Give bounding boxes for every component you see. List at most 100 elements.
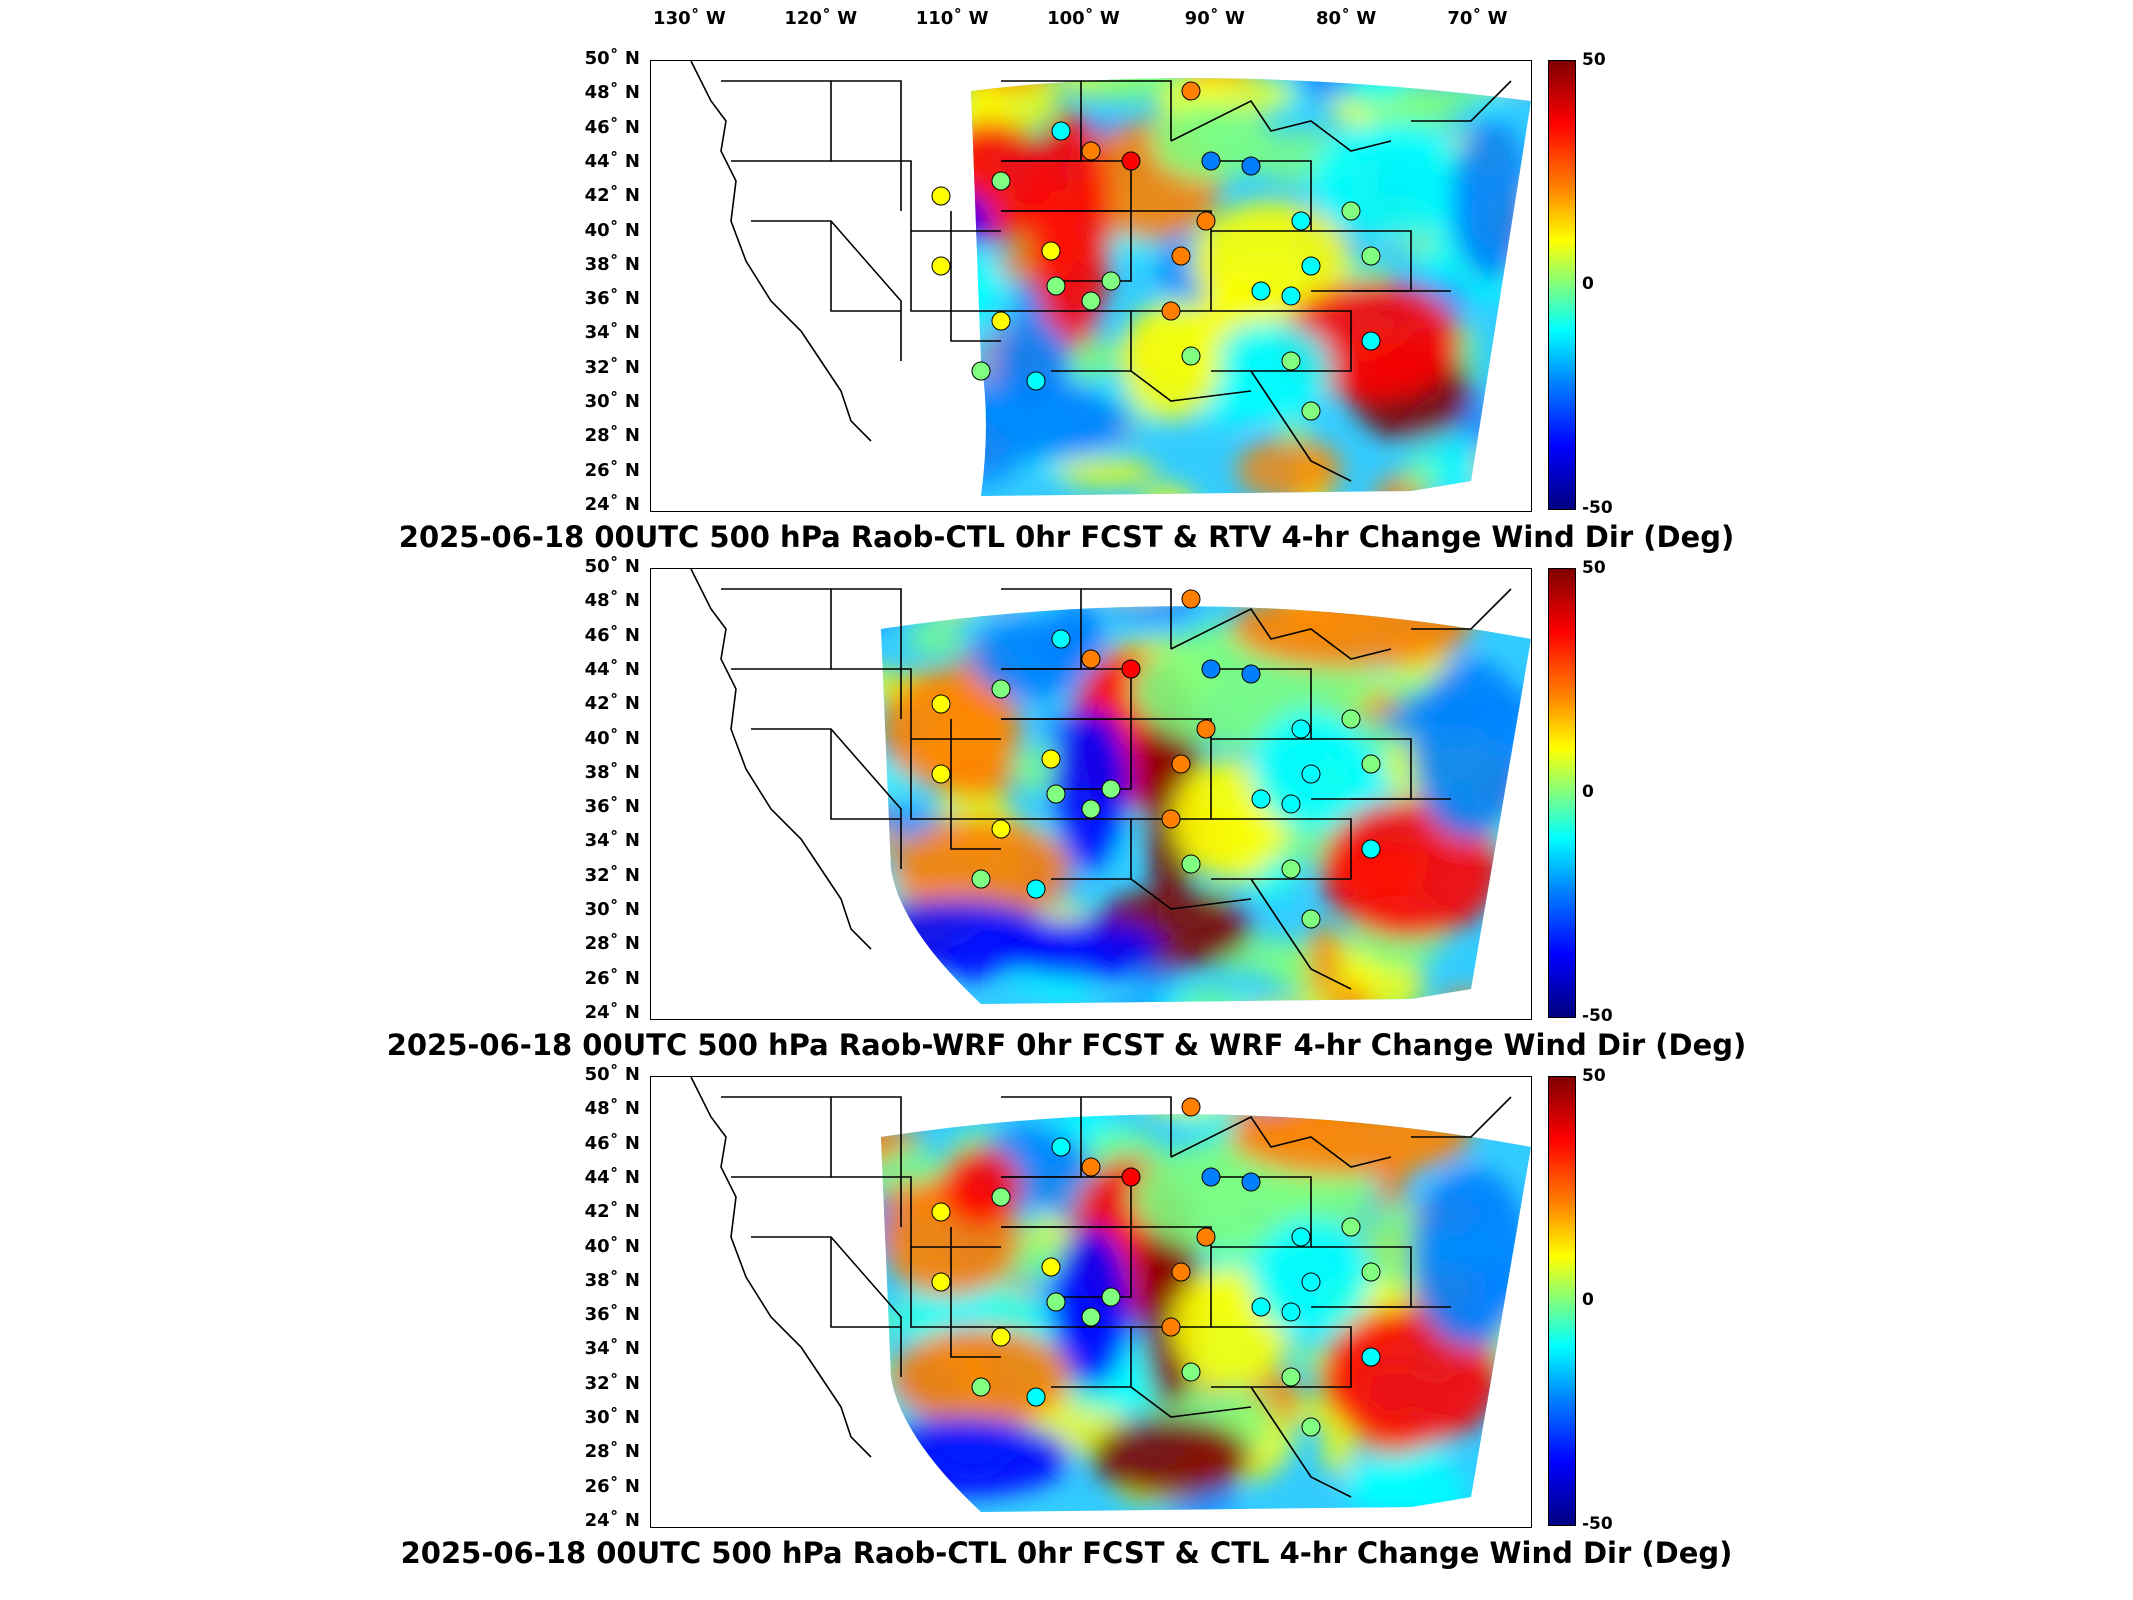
raob-station-marker <box>931 764 951 784</box>
map-canvas <box>690 1077 1531 1512</box>
raob-station-marker <box>1161 809 1181 829</box>
raob-station-marker <box>1041 241 1061 261</box>
raob-station-marker <box>1181 1097 1201 1117</box>
colorbar-mid-label: 0 <box>1582 782 1594 802</box>
raob-station-marker <box>1361 1262 1381 1282</box>
longitude-tick-label: 90˚ W <box>1184 8 1245 29</box>
raob-station-marker <box>931 256 951 276</box>
wind-direction-map <box>650 60 1532 512</box>
raob-station-marker <box>1026 371 1046 391</box>
latitude-tick-label: 34˚ N <box>584 830 640 852</box>
raob-station-marker <box>991 171 1011 191</box>
latitude-tick-label: 32˚ N <box>584 356 640 378</box>
latitude-tick-label: 34˚ N <box>584 322 640 344</box>
raob-station-marker <box>1341 709 1361 729</box>
raob-station-marker <box>1241 1172 1261 1192</box>
latitude-tick-label: 24˚ N <box>584 494 640 515</box>
longitude-tick-label: 100˚ W <box>1047 8 1120 29</box>
raob-station-marker <box>1051 1137 1071 1157</box>
raob-station-marker <box>1196 719 1216 739</box>
raob-station-marker <box>1281 859 1301 879</box>
raob-station-marker <box>1101 271 1121 291</box>
raob-station-marker <box>1121 1167 1141 1187</box>
raob-station-marker <box>1241 664 1261 684</box>
raob-station-marker <box>1291 719 1311 739</box>
latitude-tick-label: 28˚ N <box>584 933 640 955</box>
latitude-tick-label: 36˚ N <box>584 796 640 818</box>
raob-station-marker <box>1161 301 1181 321</box>
latitude-tick-label: 48˚ N <box>584 1098 640 1120</box>
wind-direction-field <box>881 606 1531 1004</box>
latitude-tick-label: 48˚ N <box>584 82 640 104</box>
raob-station-marker <box>1046 1292 1066 1312</box>
raob-station-marker <box>1281 286 1301 306</box>
latitude-tick-label: 46˚ N <box>584 1132 640 1154</box>
colorbar-min-label: -50 <box>1582 498 1613 518</box>
colorbar-max-label: 50 <box>1582 558 1606 578</box>
raob-station-marker <box>1281 1367 1301 1387</box>
raob-station-marker <box>1051 121 1071 141</box>
raob-station-marker <box>1361 839 1381 859</box>
map-canvas <box>690 61 1531 497</box>
raob-station-marker <box>1171 246 1191 266</box>
raob-station-marker <box>1301 909 1321 929</box>
latitude-tick-label: 38˚ N <box>584 253 640 275</box>
colorbar <box>1548 568 1576 1018</box>
colorbar-mid-label: 0 <box>1582 274 1594 294</box>
raob-station-marker <box>1181 346 1201 366</box>
raob-station-marker <box>1201 151 1221 171</box>
longitude-tick-label: 120˚ W <box>784 8 858 29</box>
latitude-tick-label: 30˚ N <box>584 899 640 921</box>
colorbar-min-label: -50 <box>1582 1514 1613 1534</box>
raob-station-marker <box>1361 1347 1381 1367</box>
latitude-tick-label: 32˚ N <box>584 864 640 886</box>
raob-station-marker <box>1081 799 1101 819</box>
latitude-tick-label: 40˚ N <box>584 1235 640 1257</box>
latitude-tick-label: 26˚ N <box>584 459 640 481</box>
latitude-tick-label: 28˚ N <box>584 425 640 447</box>
latitude-tick-label: 40˚ N <box>584 727 640 749</box>
raob-station-marker <box>1171 1262 1191 1282</box>
raob-station-marker <box>1301 1417 1321 1437</box>
latitude-tick-label: 42˚ N <box>584 693 640 715</box>
latitude-tick-label: 34˚ N <box>584 1338 640 1360</box>
raob-station-marker <box>1121 151 1141 171</box>
raob-station-marker <box>1026 1387 1046 1407</box>
raob-station-marker <box>1081 649 1101 669</box>
latitude-tick-label: 36˚ N <box>584 288 640 310</box>
colorbar-mid-label: 0 <box>1582 1290 1594 1310</box>
raob-station-marker <box>1026 879 1046 899</box>
raob-station-marker <box>1341 1217 1361 1237</box>
raob-station-marker <box>1361 754 1381 774</box>
panel-title: 2025-06-18 00UTC 500 hPa Raob-WRF 0hr FC… <box>386 1028 1747 1062</box>
latitude-tick-label: 38˚ N <box>584 1269 640 1291</box>
raob-station-marker <box>1281 1302 1301 1322</box>
raob-station-marker <box>991 1187 1011 1207</box>
latitude-tick-label: 46˚ N <box>584 624 640 646</box>
raob-station-marker <box>1041 1257 1061 1277</box>
latitude-tick-label: 36˚ N <box>584 1304 640 1326</box>
raob-station-marker <box>1051 629 1071 649</box>
raob-station-marker <box>1181 81 1201 101</box>
raob-station-marker <box>1121 659 1141 679</box>
latitude-tick-label: 48˚ N <box>584 590 640 612</box>
wind-direction-map <box>650 1076 1532 1528</box>
raob-stations <box>931 81 1381 421</box>
latitude-tick-label: 50˚ N <box>584 1064 640 1085</box>
raob-station-marker <box>931 694 951 714</box>
latitude-tick-label: 24˚ N <box>584 1002 640 1023</box>
latitude-tick-label: 42˚ N <box>584 1201 640 1223</box>
raob-station-marker <box>1281 794 1301 814</box>
wind-direction-map <box>650 568 1532 1020</box>
latitude-tick-label: 50˚ N <box>584 556 640 577</box>
raob-station-marker <box>931 186 951 206</box>
raob-station-marker <box>1301 764 1321 784</box>
colorbar-min-label: -50 <box>1582 1006 1613 1026</box>
raob-station-marker <box>1181 854 1201 874</box>
wind-direction-field <box>881 1114 1531 1512</box>
raob-station-marker <box>1251 1297 1271 1317</box>
colorbar-max-label: 50 <box>1582 50 1606 70</box>
latitude-tick-label: 30˚ N <box>584 1407 640 1429</box>
raob-station-marker <box>1291 1227 1311 1247</box>
raob-station-marker <box>1046 276 1066 296</box>
